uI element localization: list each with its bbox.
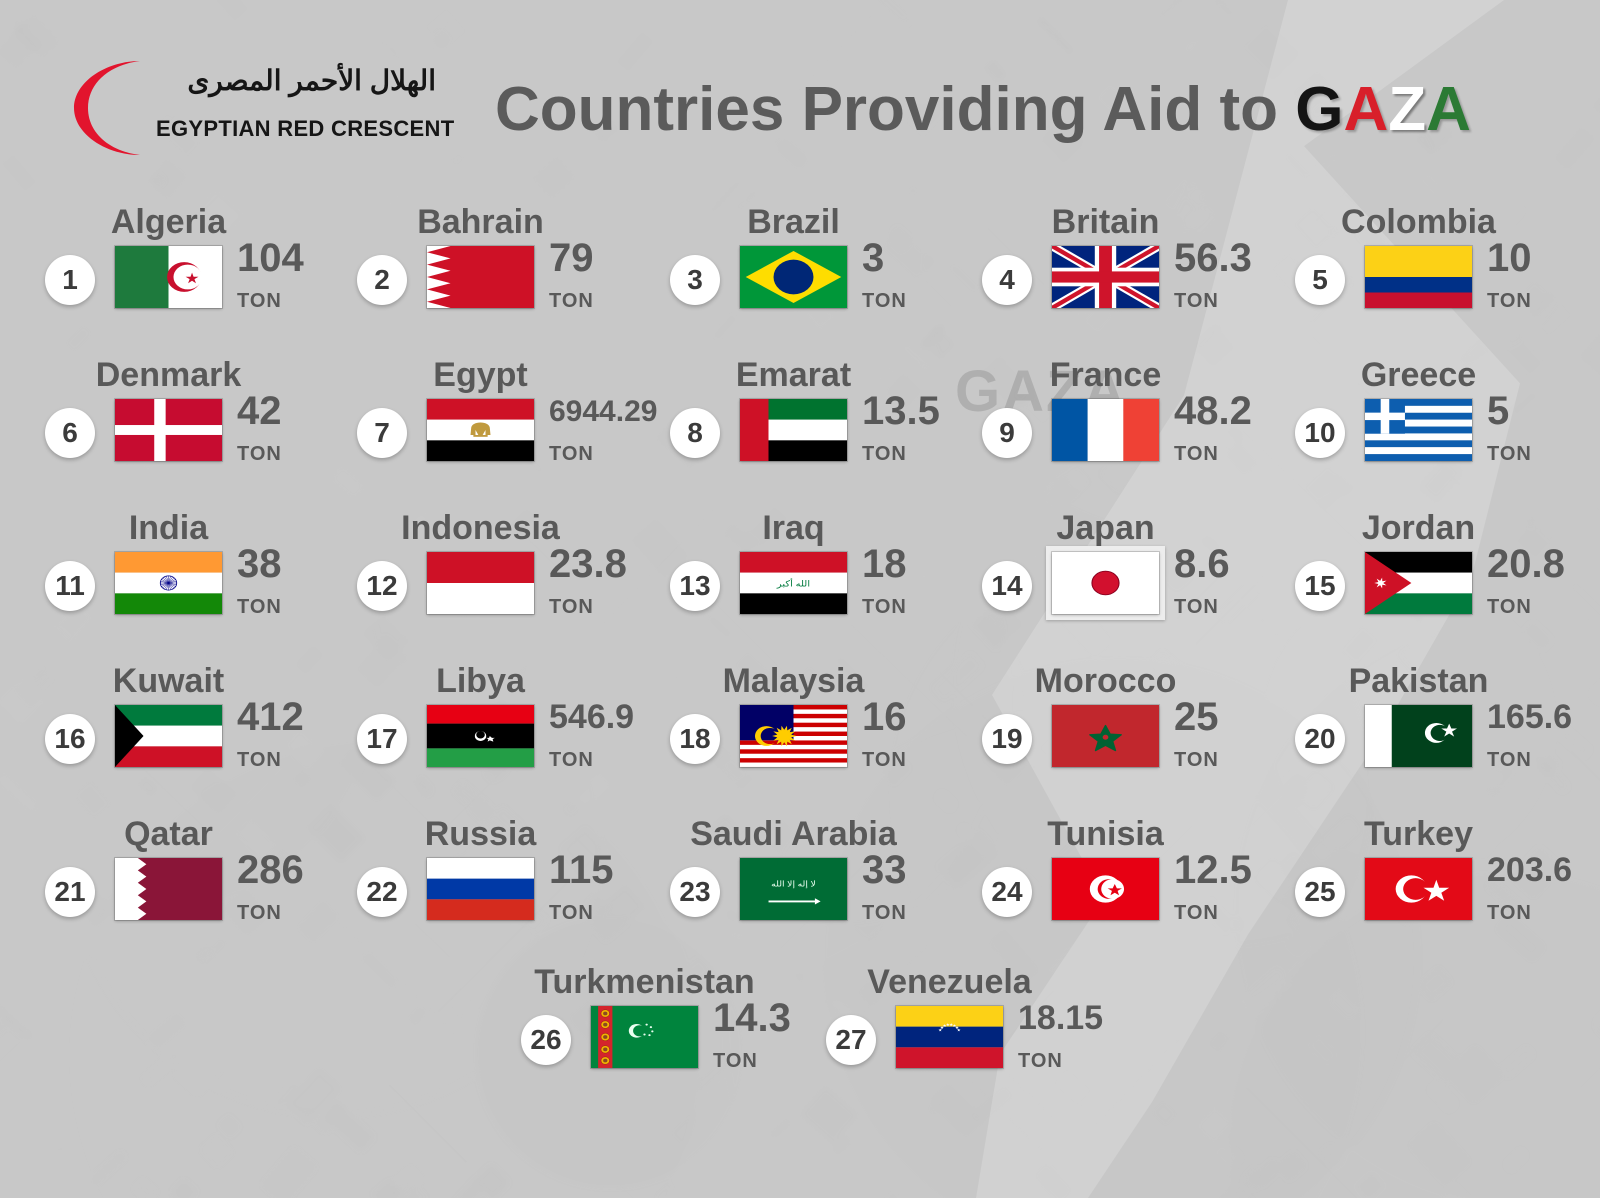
svg-text:لا إله إلا الله: لا إله إلا الله <box>771 879 816 889</box>
svg-text:الله أكبر: الله أكبر <box>776 577 810 589</box>
